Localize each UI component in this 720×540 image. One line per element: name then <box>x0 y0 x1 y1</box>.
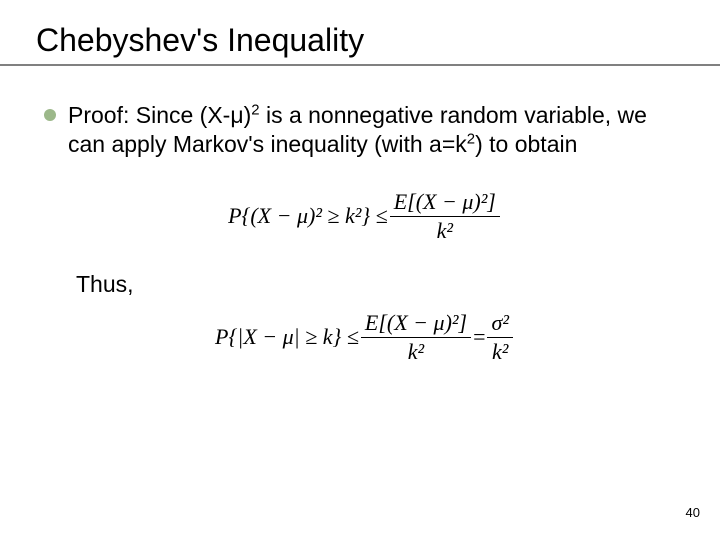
formula-1-numerator: E[(X − μ)²] <box>390 189 500 217</box>
formula-1-left: P{(X − μ)² ≥ k²} ≤ <box>228 203 388 229</box>
formula-2-num2: σ² <box>487 310 512 338</box>
slide: Chebyshev's Inequality Proof: Since (X-μ… <box>0 0 720 540</box>
slide-title: Chebyshev's Inequality <box>36 22 684 59</box>
title-underline <box>0 64 720 66</box>
formula-2-fraction-2: σ² k² <box>487 310 512 364</box>
page-number: 40 <box>686 505 700 520</box>
proof-text: Proof: Since (X-μ)2 is a nonnegative ran… <box>68 101 684 159</box>
formula-2-eq: = <box>473 324 485 350</box>
formula-2: P{|X − μ| ≥ k} ≤ E[(X − μ)²] k² = σ² k² <box>44 310 684 364</box>
thus-text: Thus, <box>76 271 684 298</box>
formula-1-denominator: k² <box>390 217 500 243</box>
content-area: Proof: Since (X-μ)2 is a nonnegative ran… <box>36 101 684 364</box>
formula-1: P{(X − μ)² ≥ k²} ≤ E[(X − μ)²] k² <box>44 189 684 243</box>
formula-1-fraction: E[(X − μ)²] k² <box>390 189 500 243</box>
formula-2-fraction-1: E[(X − μ)²] k² <box>361 310 471 364</box>
formula-2-den2: k² <box>487 338 512 364</box>
formula-2-den1: k² <box>361 338 471 364</box>
formula-2-num1: E[(X − μ)²] <box>361 310 471 338</box>
bullet-icon <box>44 109 56 121</box>
bullet-item: Proof: Since (X-μ)2 is a nonnegative ran… <box>44 101 684 159</box>
formula-2-left: P{|X − μ| ≥ k} ≤ <box>215 324 359 350</box>
